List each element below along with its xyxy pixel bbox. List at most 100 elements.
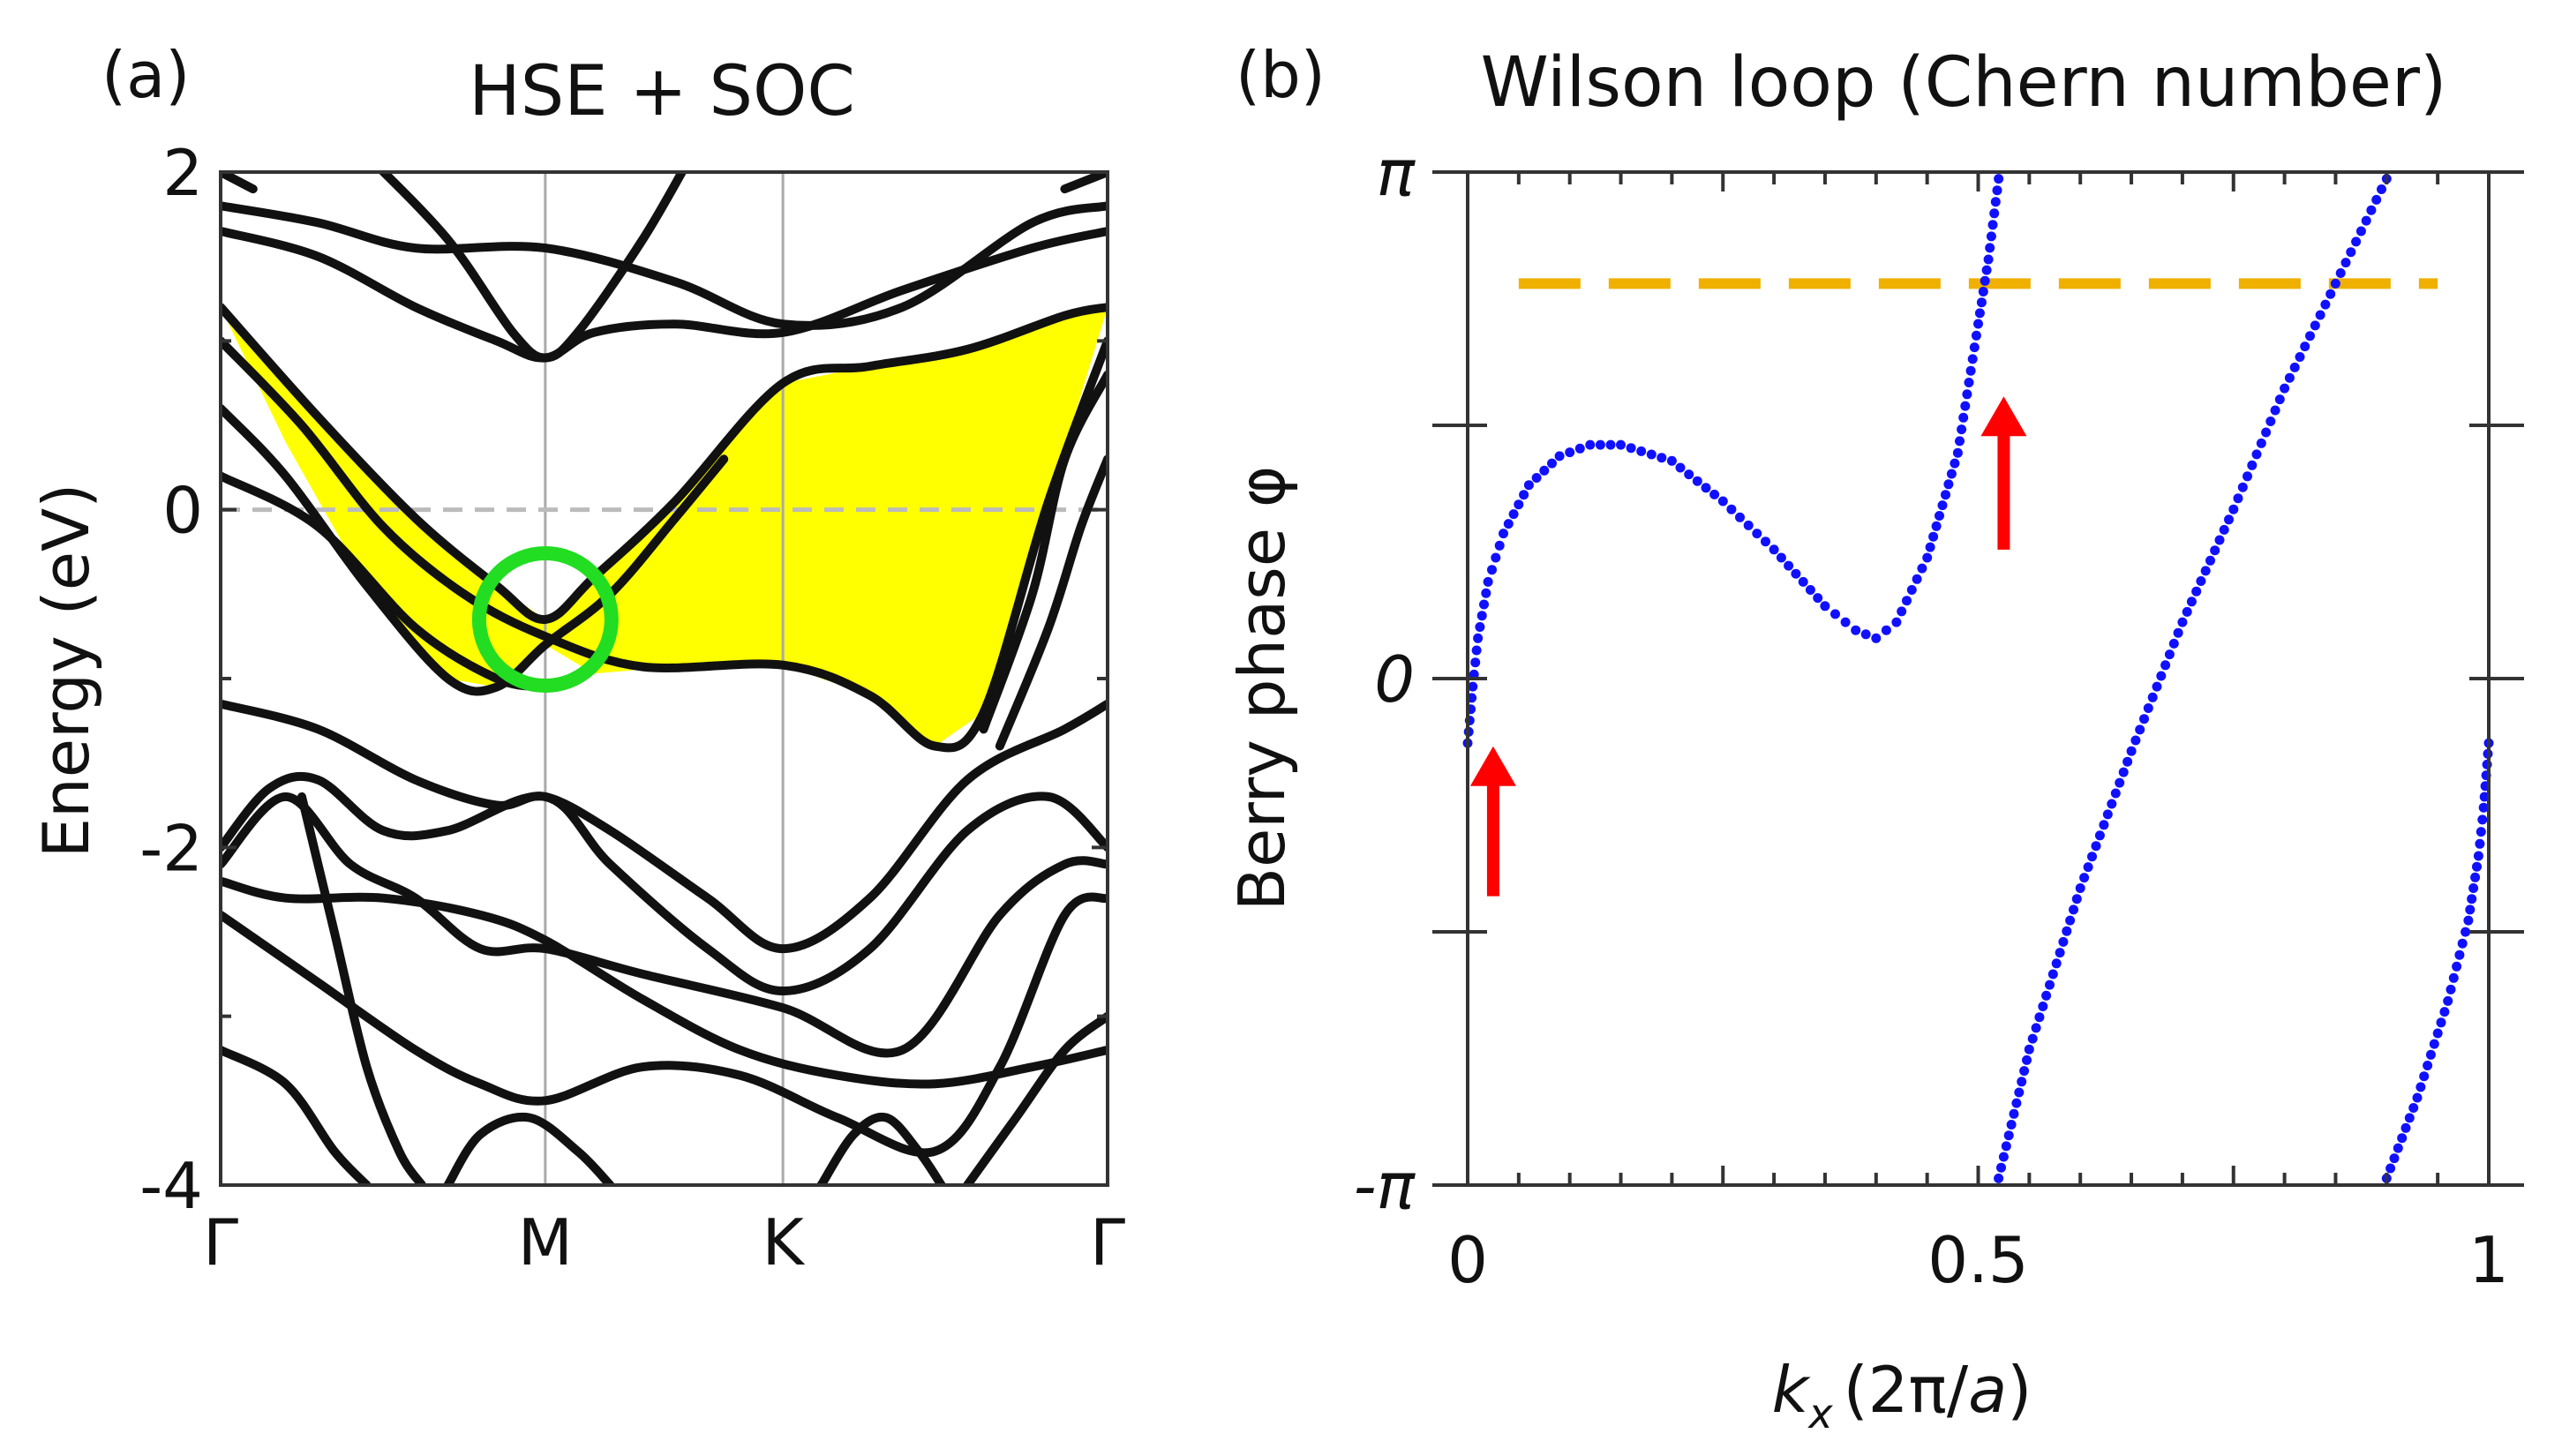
wcc-point-2-49 <box>2164 649 2175 660</box>
wcc-point-3-35 <box>2479 792 2490 802</box>
wcc-point-1-68 <box>1912 574 1922 584</box>
wcc-point-2-73 <box>2274 394 2285 405</box>
wcc-point-1-74 <box>1935 511 1944 521</box>
wcc-point-2-43 <box>2139 714 2149 724</box>
band-line-19 <box>443 1112 615 1185</box>
wcc-point-2-26 <box>2071 894 2082 904</box>
band-line-6 <box>221 303 1108 624</box>
wcc-point-3-3 <box>2393 1143 2403 1153</box>
y-tick-label-a-0: 2 <box>162 136 203 210</box>
wcc-point-2-86 <box>2340 258 2351 268</box>
wcc-point-1-12 <box>1479 599 1489 610</box>
wcc-point-2-4 <box>2003 1130 2014 1141</box>
wcc-point-2-24 <box>2065 915 2076 926</box>
wcc-point-3-11 <box>2423 1061 2433 1070</box>
wcc-point-2-12 <box>2024 1044 2034 1054</box>
band-line-1 <box>221 201 1108 330</box>
wcc-point-3-21 <box>2454 949 2465 960</box>
wcc-point-1-22 <box>1519 490 1529 500</box>
wcc-point-1-38 <box>1666 455 1677 466</box>
wcc-point-1-67 <box>1906 585 1917 595</box>
wcc-point-2-29 <box>2083 862 2093 873</box>
wcc-point-2-93 <box>2377 184 2386 194</box>
wcc-point-1-64 <box>1891 617 1902 627</box>
wcc-point-1-91 <box>1973 319 1983 329</box>
band-line-20 <box>816 1112 946 1185</box>
wcc-point-1-93 <box>1976 297 1987 308</box>
wcc-point-3-20 <box>2452 961 2462 972</box>
wcc-point-2-82 <box>2320 299 2331 310</box>
y-tick-label-b-2: -π <box>1354 1149 1416 1223</box>
wcc-point-1-94 <box>1978 287 1988 296</box>
wcc-point-1-8 <box>1471 645 1482 656</box>
wcc-point-3-17 <box>2443 995 2453 1006</box>
wcc-point-1-85 <box>1962 389 1972 400</box>
wcc-point-2-78 <box>2300 341 2310 352</box>
wcc-point-2-39 <box>2122 756 2133 767</box>
wcc-point-1-9 <box>1473 633 1484 643</box>
band-line-5 <box>1060 172 1108 194</box>
wcc-point-2-56 <box>2196 576 2206 586</box>
wcc-point-1-27 <box>1554 451 1565 462</box>
band-line-8 <box>221 403 729 696</box>
wcc-point-1-28 <box>1565 447 1575 458</box>
wcc-point-1-14 <box>1483 576 1493 587</box>
band-line-3 <box>377 172 687 363</box>
wcc-point-2-38 <box>2118 767 2129 777</box>
wcc-point-3-6 <box>2404 1113 2415 1123</box>
wcc-point-1-70 <box>1922 552 1933 563</box>
wcc-point-1-95 <box>1980 275 1990 286</box>
wcc-point-1-79 <box>1950 458 1960 469</box>
x-tick-label-b-2: 1 <box>2468 1223 2509 1297</box>
wcc-point-1-46 <box>1735 512 1745 522</box>
y-tick-label-b-1: 0 <box>1374 642 1415 717</box>
wcc-point-3-24 <box>2463 915 2474 926</box>
wcc-point-1-21 <box>1514 499 1524 510</box>
wcc-point-2-55 <box>2191 586 2202 597</box>
k-point-label-3: Γ <box>1090 1205 1125 1280</box>
wcc-point-1-47 <box>1743 520 1754 530</box>
wcc-point-2-32 <box>2094 830 2105 841</box>
wcc-point-1-48 <box>1752 529 1762 539</box>
wcc-point-1-52 <box>1784 560 1794 571</box>
wcc-point-2-27 <box>2075 883 2085 893</box>
wcc-point-3-5 <box>2400 1122 2411 1133</box>
wcc-point-2-47 <box>2156 671 2167 681</box>
wcc-point-1-104 <box>1994 174 2004 184</box>
wcc-point-1-26 <box>1547 458 1557 469</box>
panel-b-plot-area: 0 0.5 1 π 0 -π <box>1354 136 2524 1297</box>
band-line-21 <box>963 1011 1108 1185</box>
panel-b-ylabel: Berry phase φ <box>1225 466 1299 912</box>
wcc-point-1-100 <box>1987 220 1998 230</box>
wcc-point-1-76 <box>1941 490 1950 500</box>
wcc-point-1-10 <box>1475 622 1485 632</box>
wcc-point-2-83 <box>2325 289 2336 299</box>
x-tick-label-b-1: 0.5 <box>1927 1223 2029 1297</box>
wcc-point-1-49 <box>1761 537 1770 547</box>
panel-a-plot-area: 2 0 -2 -4 Γ M K Γ <box>139 136 1125 1280</box>
wcc-point-1-73 <box>1931 521 1942 531</box>
wcc-point-1-13 <box>1481 588 1491 598</box>
wcc-point-1-75 <box>1937 500 1948 511</box>
wcc-point-2-22 <box>2058 936 2069 947</box>
wcc-point-2-7 <box>2011 1098 2022 1108</box>
wcc-point-1-65 <box>1897 606 1907 617</box>
wcc-point-2-91 <box>2366 205 2377 215</box>
wcc-point-1-11 <box>1476 611 1487 621</box>
wcc-point-1-89 <box>1969 342 1980 353</box>
wcc-point-1-72 <box>1928 531 1939 542</box>
wcc-point-1-32 <box>1605 439 1616 450</box>
wcc-point-1-7 <box>1470 657 1481 668</box>
wcc-point-1-40 <box>1684 469 1694 480</box>
wcc-point-1-15 <box>1487 565 1497 575</box>
wcc-point-2-42 <box>2135 724 2145 735</box>
wcc-point-1-53 <box>1791 568 1801 579</box>
chirality-arrows <box>1469 396 2027 897</box>
wcc-point-2-80 <box>2310 320 2320 331</box>
panel-b-title: Wilson loop (Chern number) <box>1481 43 2447 123</box>
wcc-point-2-92 <box>2371 194 2382 205</box>
wcc-point-2-44 <box>2143 703 2153 713</box>
wcc-point-1-90 <box>1971 330 1981 341</box>
wcc-point-1-29 <box>1574 443 1585 454</box>
